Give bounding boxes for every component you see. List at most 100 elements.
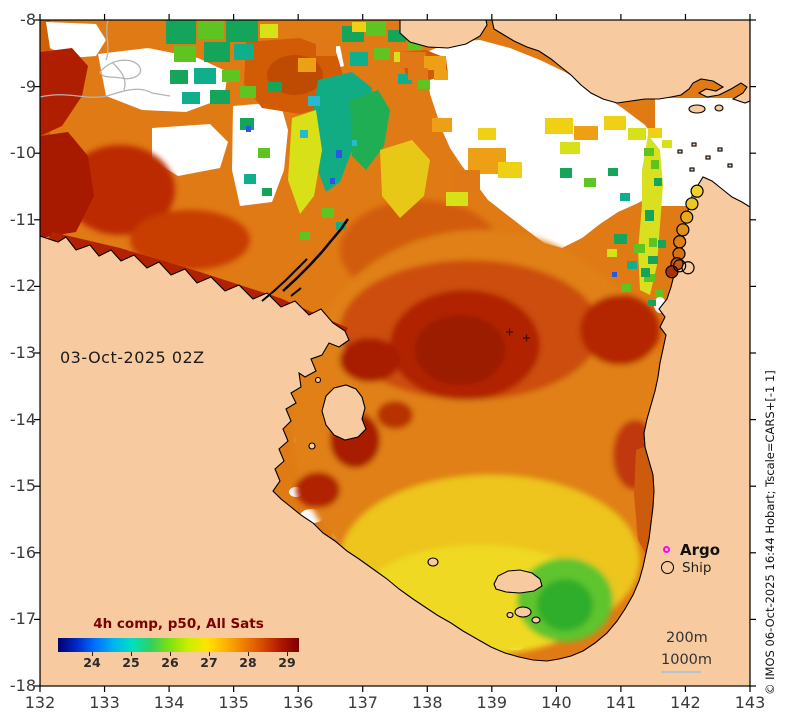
sst-pixel-patch [400,52,426,68]
ship-observation-marker [690,184,704,198]
sst-pixel-patch [336,222,346,230]
colorbar-tick-label: 29 [278,655,296,670]
sst-pixel-patch [634,244,645,253]
colorbar-tick [287,652,288,656]
sst-pixel-patch [194,68,216,84]
y-axis-tick-label: -13 [9,343,36,362]
y-axis-tick-label: -16 [9,542,36,562]
sst-pixel-patch [621,284,631,292]
sst-pixel-patch [330,178,335,184]
sst-pixel-patch [352,22,366,32]
landmass [40,20,750,686]
sst-pixel-patch [648,300,656,306]
sst-pixel-patch [408,68,428,80]
wessel-islands [261,218,350,302]
ship-track-markers [665,184,704,279]
x-axis-tick-label: 140 [541,693,572,712]
colorbar-tick-label: 24 [83,655,101,670]
sst-pixel-patch [612,272,617,277]
colorbar-tick-label: 27 [200,655,218,670]
australia-mainland [40,176,750,686]
sst-pixel-patch [545,118,573,134]
groote-eylandt [321,384,367,441]
sst-pixel-patch [268,82,282,92]
date-label: 03-Oct-2025 02Z [60,348,205,367]
sst-pixel-patch [222,70,240,82]
sst-pixel-patch [648,128,662,138]
x-axis-tick-label: 141 [605,693,637,712]
sst-pixel-patch [627,261,637,269]
ship-observation-marker [685,197,699,211]
ship-observation-marker [681,261,695,275]
obs-cross-marks [506,328,530,342]
colorbar-tick [209,652,210,656]
png-coast [491,20,750,104]
x-axis-tick-label: 143 [734,693,766,712]
sst-pixel-patch [649,238,657,247]
mornington-island [493,569,543,594]
ship-observation-marker [680,210,694,224]
sst-pixel-patch [300,232,310,240]
sst-pixel-patch [651,160,659,169]
contour-label-1000m: 1000m [661,652,713,668]
sst-pixel-patch [240,86,256,98]
sst-pixel-patch [628,128,646,140]
y-axis-tick-label: -8 [20,10,36,29]
contour-sample-line [661,671,701,673]
sst-pixel-patch [244,174,256,184]
sst-pixel-patch [234,44,254,60]
sst-pixel-patch [424,56,446,70]
sst-pixel-patch [604,116,626,130]
sst-mottled-zones [166,20,672,306]
sst-pixel-patch [574,126,598,140]
sst-pixel-patch [170,70,188,84]
sst-pixel-patch [374,48,390,60]
sst-pixel-patch [262,188,272,196]
y-axis-tick-label: -14 [9,409,36,429]
x-axis-tick-label: 138 [411,693,443,712]
ship-observation-marker [673,235,687,249]
sst-pixel-patch [166,20,196,44]
sst-pixel-patch [210,90,230,104]
sst-pixel-patch [258,148,270,158]
sst-pixel-patch [644,274,655,282]
sst-pixel-patch [560,168,572,178]
x-axis-tick-label: 134 [153,693,185,712]
copyright-text: © IMOS 06-Oct-2025 16:44 Hobart; Tscale=… [763,370,777,695]
colorbar-tick-label: 28 [239,655,257,670]
sst-pixel-patch [398,74,412,84]
x-axis-tick-label: 135 [218,693,249,712]
sst-pixel-patch [174,46,196,62]
colorbar-tick [92,652,93,656]
sst-pixel-patch [366,22,386,36]
axis-ticks [34,14,756,692]
sst-pixel-patch [408,40,422,50]
sst-pixel-patch [641,268,650,277]
sst-pixel-patch [614,234,627,244]
sst-pixel-patch [644,148,654,156]
sst-pixel-patch [418,80,430,89]
colorbar-tick-label: 25 [122,655,140,670]
sst-pixel-patch [322,208,334,218]
sst-pixel-patch [584,178,596,187]
sst-pixel-patch [226,20,258,42]
sst-pixel-patch [198,21,224,39]
ship-observation-marker [676,223,690,237]
contour-label-200m: 200m [666,630,708,646]
sst-pixel-patch [446,192,468,206]
sst-pixel-patch [434,70,448,80]
ship-legend-marker-icon [661,561,674,574]
sst-pixel-patch [498,162,522,178]
depth-contour-lines [40,20,171,98]
sst-pixel-patch [352,140,357,146]
y-axis-tick-label: -15 [9,476,36,496]
y-axis-tick-label: -11 [9,209,36,229]
sst-pixel-patch [658,240,666,248]
y-axis-tick-label: -12 [9,276,36,296]
sst-pixel-patch [260,24,278,38]
sst-pixel-patch [452,170,480,190]
png-west-island [399,20,488,49]
x-axis-tick-label: 142 [670,693,701,712]
sst-pixel-patch [246,126,251,132]
